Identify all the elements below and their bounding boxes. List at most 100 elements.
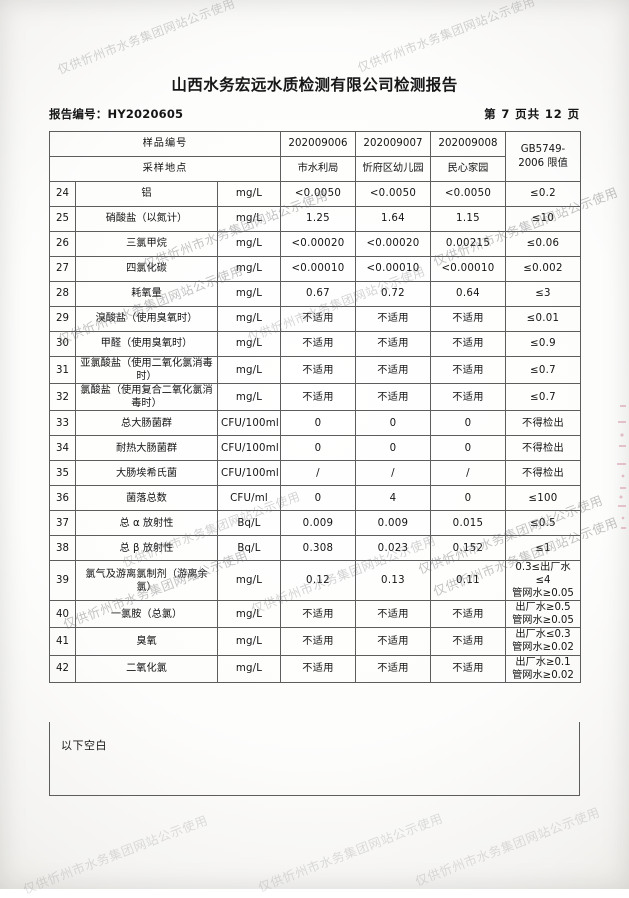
row-unit: mg/L bbox=[217, 627, 281, 656]
row-value-sample-2: 0 bbox=[355, 410, 431, 437]
row-value-sample-1: <0.0050 bbox=[280, 181, 356, 207]
table-row: 36 菌落总数 CFU/ml 0 4 0 ≤100 bbox=[49, 485, 581, 512]
table-row: 41 臭氧 mg/L 不适用 不适用 不适用 出厂水≤0.3 管网水≥0.02 bbox=[49, 627, 581, 656]
table-row: 24 铝 mg/L <0.0050 <0.0050 <0.0050 ≤0.2 bbox=[49, 181, 581, 207]
standard-line-2: 2006 限值 bbox=[518, 157, 568, 169]
table-row: 35 大肠埃希氏菌 CFU/100ml / / / 不得检出 bbox=[49, 460, 581, 487]
table-row: 37 总 α 放射性 Bq/L 0.009 0.009 0.015 ≤0.5 bbox=[49, 510, 581, 537]
row-value-sample-3: / bbox=[430, 460, 506, 487]
row-unit: mg/L bbox=[217, 306, 281, 332]
row-item-name: 氯酸盐（使用复合二氧化氯消毒时） bbox=[75, 383, 218, 412]
header-sample-no-2: 202009007 bbox=[355, 131, 431, 157]
row-limit: 不得检出 bbox=[505, 460, 581, 487]
table-row: 42 二氧化氯 mg/L 不适用 不适用 不适用 出厂水≥0.1 管网水≥0.02 bbox=[49, 654, 581, 683]
header-site-label: 采样地点 bbox=[49, 156, 281, 182]
row-value-sample-1: 不适用 bbox=[280, 383, 356, 412]
table-body: 样品编号 202009006 202009007 202009008 GB5749- 20… bbox=[49, 131, 581, 683]
row-value-sample-2: 0.72 bbox=[355, 281, 431, 307]
row-value-sample-2: 不适用 bbox=[355, 383, 431, 412]
red-seal-icon bbox=[617, 405, 626, 529]
row-number: 36 bbox=[49, 485, 76, 512]
row-value-sample-2: 0.023 bbox=[355, 535, 431, 562]
row-number: 39 bbox=[49, 560, 76, 602]
row-unit: mg/L bbox=[217, 256, 281, 282]
row-value-sample-1: / bbox=[280, 460, 356, 487]
row-number: 27 bbox=[49, 256, 76, 282]
row-number: 37 bbox=[49, 510, 76, 537]
table-row: 31 亚氯酸盐（使用二氧化氯消毒时） mg/L 不适用 不适用 不适用 ≤0.7 bbox=[49, 355, 581, 385]
row-value-sample-2: 不适用 bbox=[355, 306, 431, 332]
table-header-sample-row: 样品编号 202009006 202009007 202009008 GB5749- 20… bbox=[49, 131, 581, 182]
row-value-sample-3: 不适用 bbox=[430, 355, 506, 385]
blank-area-box bbox=[49, 722, 580, 796]
row-value-sample-3: 0 bbox=[430, 485, 506, 512]
row-value-sample-2: <0.00010 bbox=[355, 256, 431, 282]
row-item-name: 大肠埃希氏菌 bbox=[75, 460, 218, 487]
row-item-name: 二氧化氯 bbox=[75, 654, 218, 683]
watermark-text: 仅供忻州市水务集团网站公示使用 bbox=[413, 804, 602, 889]
row-number: 42 bbox=[49, 654, 76, 683]
row-item-name: 铝 bbox=[75, 181, 218, 207]
row-number: 35 bbox=[49, 460, 76, 487]
row-value-sample-3: <0.0050 bbox=[430, 181, 506, 207]
row-unit: Bq/L bbox=[217, 510, 281, 537]
row-value-sample-3: 0.00215 bbox=[430, 231, 506, 257]
table-row: 29 溴酸盐（使用臭氧时） mg/L 不适用 不适用 不适用 ≤0.01 bbox=[49, 306, 581, 332]
row-limit: ≤0.2 bbox=[505, 181, 581, 207]
row-limit: 出厂水≥0.1 管网水≥0.02 bbox=[505, 654, 581, 683]
row-limit: ≤1 bbox=[505, 535, 581, 562]
row-value-sample-1: 0 bbox=[280, 435, 356, 462]
row-value-sample-2: 0.009 bbox=[355, 510, 431, 537]
row-limit: ≤3 bbox=[505, 281, 581, 307]
table-row: 34 耐热大肠菌群 CFU/100ml 0 0 0 不得检出 bbox=[49, 435, 581, 462]
header-site-1: 市水利局 bbox=[280, 156, 356, 182]
row-value-sample-1: 不适用 bbox=[280, 654, 356, 683]
standard-line-1: GB5749- bbox=[520, 144, 566, 156]
row-value-sample-2: 不适用 bbox=[355, 627, 431, 656]
row-limit-line-2: 管网水≥0.05 bbox=[512, 588, 574, 600]
row-unit: CFU/ml bbox=[217, 485, 281, 512]
row-value-sample-1: <0.00020 bbox=[280, 231, 356, 257]
table-row: 26 三氯甲烷 mg/L <0.00020 <0.00020 0.00215 ≤0.06 bbox=[49, 231, 581, 257]
row-value-sample-2: 不适用 bbox=[355, 331, 431, 357]
row-value-sample-1: 不适用 bbox=[280, 306, 356, 332]
row-limit: ≤0.7 bbox=[505, 383, 581, 412]
row-number: 29 bbox=[49, 306, 76, 332]
table-row: 30 甲醛（使用臭氧时） mg/L 不适用 不适用 不适用 ≤0.9 bbox=[49, 331, 581, 357]
row-value-sample-3: 0 bbox=[430, 435, 506, 462]
header-site-2: 忻府区幼儿园 bbox=[355, 156, 431, 182]
row-value-sample-1: 不适用 bbox=[280, 331, 356, 357]
row-value-sample-2: 不适用 bbox=[355, 654, 431, 683]
row-item-name: 总 α 放射性 bbox=[75, 510, 218, 537]
row-value-sample-3: 不适用 bbox=[430, 306, 506, 332]
row-number: 33 bbox=[49, 410, 76, 437]
row-value-sample-1: 0.12 bbox=[280, 560, 356, 602]
row-value-sample-2: 0.13 bbox=[355, 560, 431, 602]
row-value-sample-2: 不适用 bbox=[355, 355, 431, 385]
row-value-sample-3: 不适用 bbox=[430, 654, 506, 683]
row-item-name: 耐热大肠菌群 bbox=[75, 435, 218, 462]
row-limit-line-1: 0.3≤出厂水≤4 bbox=[515, 562, 571, 587]
row-item-name: 四氯化碳 bbox=[75, 256, 218, 282]
row-unit: mg/L bbox=[217, 331, 281, 357]
row-limit: ≤0.01 bbox=[505, 306, 581, 332]
row-value-sample-1: 1.25 bbox=[280, 206, 356, 232]
watermark-text: 仅供忻州市水务集团网站公示使用 bbox=[55, 0, 238, 77]
header-site-3: 民心家园 bbox=[430, 156, 506, 182]
row-item-name: 氯气及游离氯制剂（游离余氯） bbox=[75, 560, 218, 602]
water-quality-results-table: 样品编号 202009006 202009007 202009008 GB5749- 20… bbox=[49, 131, 581, 683]
row-unit: CFU/100ml bbox=[217, 435, 281, 462]
row-limit: ≤10 bbox=[505, 206, 581, 232]
row-value-sample-3: 不适用 bbox=[430, 331, 506, 357]
row-value-sample-1: 不适用 bbox=[280, 600, 356, 629]
row-limit-line-2: 管网水≥0.02 bbox=[512, 642, 574, 654]
row-unit: mg/L bbox=[217, 281, 281, 307]
row-limit: 不得检出 bbox=[505, 435, 581, 462]
header-sample-no-1: 202009006 bbox=[280, 131, 356, 157]
row-limit: ≤0.7 bbox=[505, 355, 581, 385]
watermark-text: 仅供忻州市水务集团网站公示使用 bbox=[21, 812, 210, 897]
row-limit: ≤100 bbox=[505, 485, 581, 512]
row-value-sample-1: 0.67 bbox=[280, 281, 356, 307]
row-value-sample-3: 0 bbox=[430, 410, 506, 437]
row-unit: mg/L bbox=[217, 560, 281, 602]
